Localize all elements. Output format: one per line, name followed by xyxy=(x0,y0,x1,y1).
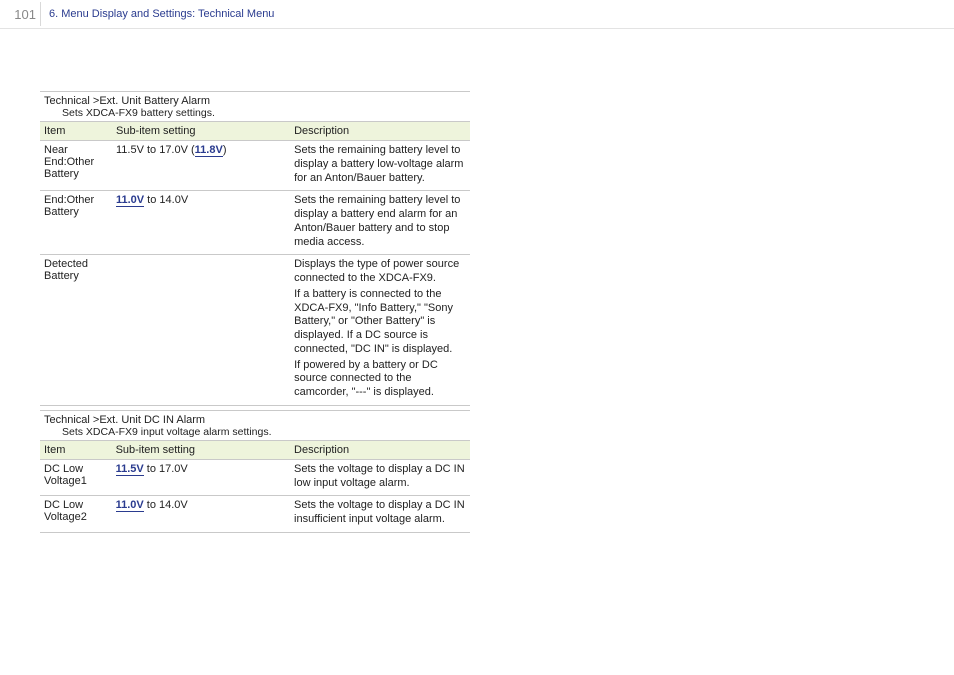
desc-text: If powered by a battery or DC source con… xyxy=(294,359,466,400)
column-header-row: Item Sub-item setting Description xyxy=(40,440,470,459)
page-number: 101 xyxy=(12,7,40,22)
section-subtitle: Sets XDCA-FX9 battery settings. xyxy=(44,107,466,119)
col-head-sub: Sub-item setting xyxy=(112,440,290,459)
content-area: Technical >Ext. Unit Battery Alarm Sets … xyxy=(0,29,560,533)
sub-pre: 11.5V to 17.0V ( xyxy=(116,144,195,156)
sub-post: to 14.0V xyxy=(144,194,188,206)
cell-desc: Sets the remaining battery level to disp… xyxy=(290,191,470,255)
section-title: Technical >Ext. Unit Battery Alarm xyxy=(44,95,210,107)
cell-desc: Displays the type of power source connec… xyxy=(290,255,470,406)
page-header: 101 6. Menu Display and Settings: Techni… xyxy=(0,0,954,29)
table-row: DC Low Voltage1 11.5V to 17.0V Sets the … xyxy=(40,459,470,496)
cell-item: Near End:Other Battery xyxy=(40,141,112,191)
chapter-title: 6. Menu Display and Settings: Technical … xyxy=(49,8,274,20)
cell-desc: Sets the remaining battery level to disp… xyxy=(290,141,470,191)
cell-sub: 11.5V to 17.0V xyxy=(112,459,290,496)
value-link[interactable]: 11.5V xyxy=(116,463,144,476)
cell-item: DC Low Voltage2 xyxy=(40,496,112,533)
header-divider xyxy=(40,2,41,26)
section-subtitle: Sets XDCA-FX9 input voltage alarm settin… xyxy=(44,426,466,438)
section-title-cell: Technical >Ext. Unit DC IN Alarm Sets XD… xyxy=(40,410,470,440)
value-link[interactable]: 11.0V xyxy=(116,194,144,207)
table-battery-alarm: Technical >Ext. Unit Battery Alarm Sets … xyxy=(40,91,470,406)
sub-post: to 17.0V xyxy=(144,463,188,475)
col-head-desc: Description xyxy=(290,440,470,459)
value-link[interactable]: 11.8V xyxy=(195,144,223,157)
desc-text: Sets the voltage to display a DC IN low … xyxy=(294,463,466,491)
cell-item: End:Other Battery xyxy=(40,191,112,255)
section-title-row: Technical >Ext. Unit DC IN Alarm Sets XD… xyxy=(40,410,470,440)
table-dc-in-alarm: Technical >Ext. Unit DC IN Alarm Sets XD… xyxy=(40,410,470,533)
cell-sub: 11.0V to 14.0V xyxy=(112,191,290,255)
value-link[interactable]: 11.0V xyxy=(116,499,144,512)
col-head-desc: Description xyxy=(290,122,470,141)
cell-item: DC Low Voltage1 xyxy=(40,459,112,496)
cell-sub xyxy=(112,255,290,406)
section-title-row: Technical >Ext. Unit Battery Alarm Sets … xyxy=(40,92,470,122)
section-title-cell: Technical >Ext. Unit Battery Alarm Sets … xyxy=(40,92,470,122)
desc-text: Sets the voltage to display a DC IN insu… xyxy=(294,499,466,527)
table-row: DC Low Voltage2 11.0V to 14.0V Sets the … xyxy=(40,496,470,533)
col-head-sub: Sub-item setting xyxy=(112,122,290,141)
col-head-item: Item xyxy=(40,440,112,459)
table-row: Detected Battery Displays the type of po… xyxy=(40,255,470,406)
sub-post: ) xyxy=(223,144,227,156)
section-title: Technical >Ext. Unit DC IN Alarm xyxy=(44,414,205,426)
cell-sub: 11.5V to 17.0V (11.8V) xyxy=(112,141,290,191)
column-header-row: Item Sub-item setting Description xyxy=(40,122,470,141)
page: 101 6. Menu Display and Settings: Techni… xyxy=(0,0,954,675)
cell-desc: Sets the voltage to display a DC IN insu… xyxy=(290,496,470,533)
desc-text: Sets the remaining battery level to disp… xyxy=(294,194,466,249)
table-row: Near End:Other Battery 11.5V to 17.0V (1… xyxy=(40,141,470,191)
desc-text: Sets the remaining battery level to disp… xyxy=(294,144,466,185)
desc-text: If a battery is connected to the XDCA-FX… xyxy=(294,288,466,357)
desc-text: Displays the type of power source connec… xyxy=(294,258,466,286)
col-head-item: Item xyxy=(40,122,112,141)
cell-item: Detected Battery xyxy=(40,255,112,406)
cell-sub: 11.0V to 14.0V xyxy=(112,496,290,533)
cell-desc: Sets the voltage to display a DC IN low … xyxy=(290,459,470,496)
table-row: End:Other Battery 11.0V to 14.0V Sets th… xyxy=(40,191,470,255)
sub-post: to 14.0V xyxy=(144,499,188,511)
